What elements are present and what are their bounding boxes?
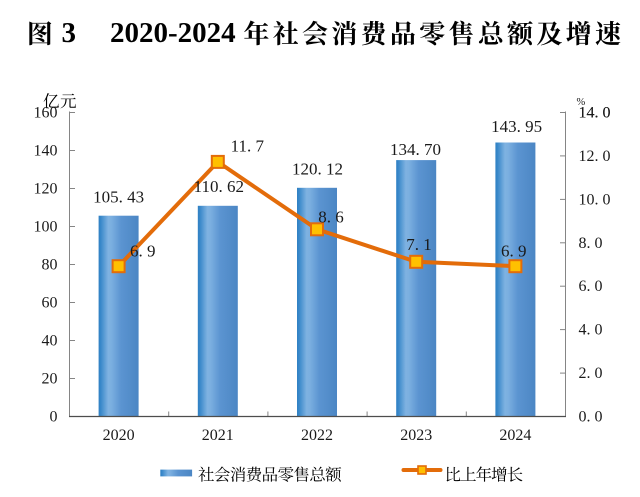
svg-text:6. 0: 6. 0 <box>579 278 603 295</box>
svg-text:105. 43: 105. 43 <box>93 188 144 207</box>
svg-text:3: 3 <box>62 17 77 49</box>
svg-text:140: 140 <box>34 143 58 160</box>
svg-text:8. 6: 8. 6 <box>318 207 344 226</box>
svg-text:7. 1: 7. 1 <box>406 235 432 254</box>
svg-text:11. 7: 11. 7 <box>231 137 265 156</box>
svg-text:8. 0: 8. 0 <box>579 235 603 252</box>
svg-text:14. 0: 14. 0 <box>579 105 611 122</box>
svg-text:6. 9: 6. 9 <box>501 241 527 260</box>
svg-text:110. 62: 110. 62 <box>194 177 244 196</box>
svg-text:%: % <box>577 97 586 108</box>
svg-text:10. 0: 10. 0 <box>579 191 611 208</box>
svg-text:80: 80 <box>42 257 58 274</box>
svg-text:2020-2024: 2020-2024 <box>110 17 236 49</box>
svg-text:6. 9: 6. 9 <box>130 241 156 260</box>
svg-text:14. 0: 14. 0 <box>579 105 611 122</box>
svg-text:40: 40 <box>42 333 58 350</box>
svg-text:12. 0: 12. 0 <box>579 148 611 165</box>
svg-text:2021: 2021 <box>202 427 234 444</box>
svg-text:160: 160 <box>34 105 58 122</box>
svg-text:2020: 2020 <box>103 427 135 444</box>
svg-text:120: 120 <box>34 181 58 198</box>
svg-text:0: 0 <box>50 409 58 426</box>
svg-text:2022: 2022 <box>301 427 333 444</box>
svg-text:60: 60 <box>42 295 58 312</box>
svg-text:20: 20 <box>42 371 58 388</box>
svg-text:4. 0: 4. 0 <box>579 322 603 339</box>
svg-text:2024: 2024 <box>499 427 531 444</box>
svg-text:120. 12: 120. 12 <box>292 160 343 179</box>
svg-text:143. 95: 143. 95 <box>491 117 542 136</box>
svg-text:2. 0: 2. 0 <box>579 365 603 382</box>
svg-text:134. 70: 134. 70 <box>390 140 441 159</box>
svg-text:0. 0: 0. 0 <box>579 409 603 426</box>
svg-text:100: 100 <box>34 219 58 236</box>
svg-text:2023: 2023 <box>400 427 432 444</box>
